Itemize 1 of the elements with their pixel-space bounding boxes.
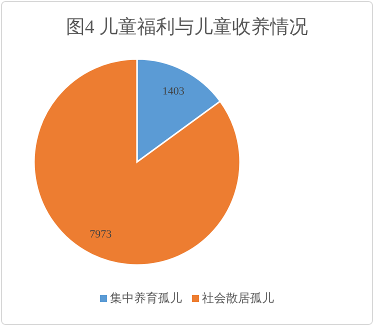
title: 图4 儿童福利与儿童收养情况 xyxy=(66,17,308,38)
